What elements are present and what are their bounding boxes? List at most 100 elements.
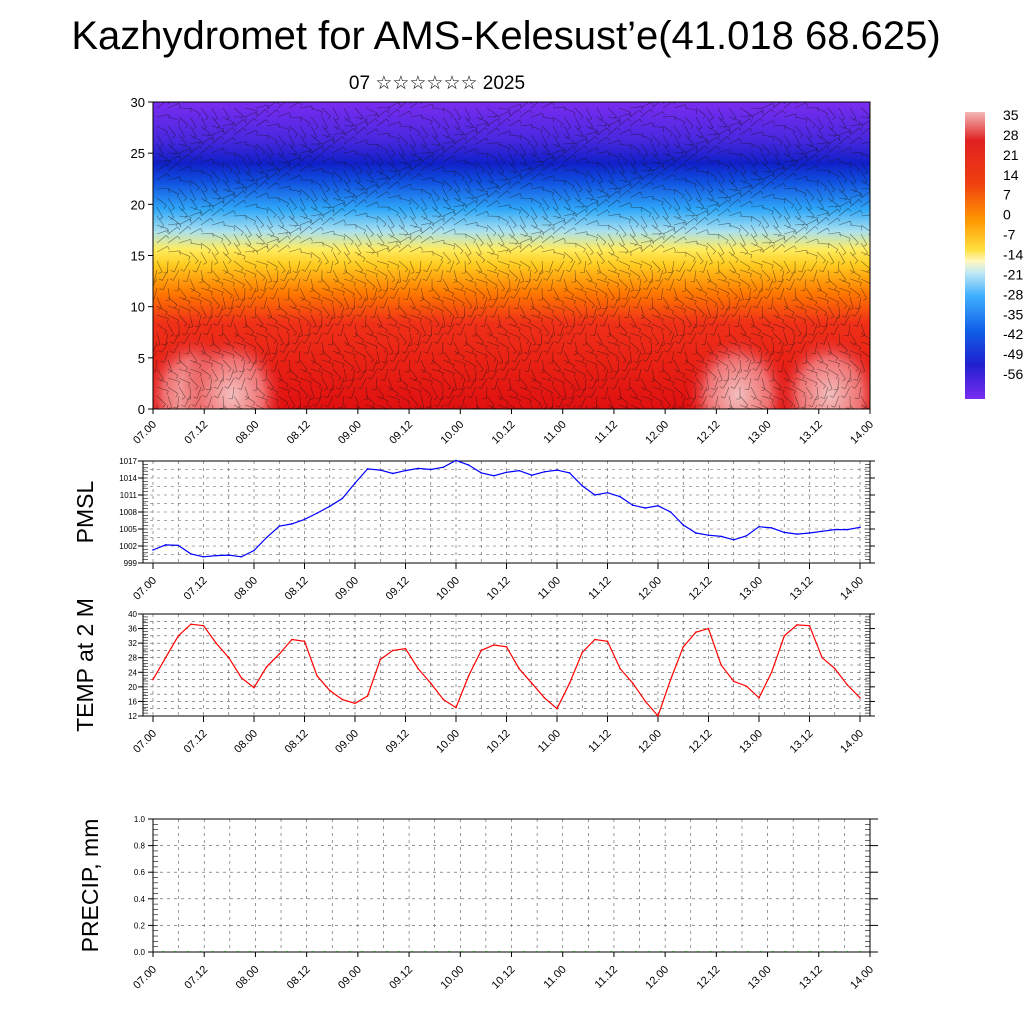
xtick-label: 12.00 bbox=[643, 964, 671, 992]
heatmap-xtick-label: 12.00 bbox=[643, 419, 671, 447]
xtick-label: 07.00 bbox=[131, 728, 159, 756]
xtick-label: 07.12 bbox=[182, 575, 210, 603]
temp-2m-point bbox=[354, 702, 356, 705]
colorbar-label: 35 bbox=[1003, 107, 1019, 123]
grid bbox=[143, 460, 870, 564]
colorbar-label: -49 bbox=[1003, 346, 1023, 362]
temp-2m-point bbox=[732, 680, 735, 683]
precip-bar bbox=[485, 951, 488, 952]
colorbar-label: -56 bbox=[1003, 366, 1023, 382]
temp-2m-point bbox=[265, 666, 268, 668]
hot-core-1 bbox=[180, 335, 284, 409]
ytick-label: 1002 bbox=[119, 542, 137, 551]
precip-bar bbox=[572, 951, 575, 952]
temp-2m-point bbox=[796, 624, 798, 626]
grid bbox=[152, 818, 871, 953]
temp-2m-point bbox=[783, 635, 786, 637]
temp-2m-point bbox=[669, 678, 672, 681]
temp-2m-point bbox=[493, 644, 495, 646]
temp-2m-point bbox=[770, 671, 773, 674]
chart-subtitle: 07 ☆☆☆☆☆☆ 2025 bbox=[348, 73, 526, 94]
precip-bar bbox=[199, 951, 202, 952]
temp-2m-point bbox=[505, 645, 508, 648]
temp-2m-point bbox=[227, 656, 230, 659]
xtick-label: 08.00 bbox=[232, 575, 260, 603]
heatmap-xtick-label: 13.12 bbox=[797, 419, 825, 447]
precip-bar bbox=[809, 951, 812, 952]
colorbar-label: -28 bbox=[1003, 286, 1023, 302]
xtick-label: 11.12 bbox=[586, 575, 613, 602]
temp-2m-point bbox=[821, 656, 823, 659]
xtick-label: 12.12 bbox=[687, 575, 715, 603]
heatmap-xtick-label: 10.12 bbox=[490, 419, 518, 447]
temp-2m-point bbox=[404, 647, 407, 650]
precip-bar bbox=[460, 951, 463, 952]
temp-2m-point bbox=[240, 676, 243, 679]
xtick-label: 08.12 bbox=[285, 964, 313, 992]
pmsl-point bbox=[770, 527, 773, 529]
precip-bar bbox=[236, 951, 239, 952]
xtick-label: 07.12 bbox=[182, 728, 210, 756]
precip-bar bbox=[522, 951, 525, 952]
precip-bar bbox=[311, 951, 314, 952]
xtick-label: 09.12 bbox=[387, 964, 415, 992]
temp-2m-point bbox=[568, 682, 571, 685]
pmsl-point bbox=[846, 528, 849, 531]
heatmap-xtick-label: 11.12 bbox=[593, 419, 620, 446]
xtick-label: 07.12 bbox=[182, 964, 210, 992]
pmsl-point bbox=[341, 497, 344, 500]
xtick-label: 09.00 bbox=[333, 728, 361, 756]
y-axis-label: PMSL bbox=[72, 480, 98, 543]
pmsl-point bbox=[265, 536, 268, 539]
xtick-label: 09.00 bbox=[336, 964, 364, 992]
xtick-label: 07.00 bbox=[131, 575, 159, 603]
temp-2m-point bbox=[745, 685, 748, 687]
xtick-label: 10.00 bbox=[434, 728, 462, 756]
xtick-label: 08.00 bbox=[234, 964, 262, 992]
temp-2m-point bbox=[530, 682, 533, 685]
xtick-label: 10.12 bbox=[485, 575, 513, 603]
temp-2m-point bbox=[328, 689, 331, 692]
temp-2m-point bbox=[152, 678, 154, 681]
precip-bar bbox=[249, 951, 252, 952]
precip-bar bbox=[348, 951, 351, 952]
temp-2m-point bbox=[215, 642, 217, 644]
xtick-label: 14.00 bbox=[848, 964, 876, 992]
precip-bar bbox=[373, 951, 376, 952]
heatmap-ytick-label: 0 bbox=[138, 402, 145, 417]
precip-bar bbox=[684, 951, 687, 952]
heatmap-xtick-label: 09.00 bbox=[336, 419, 364, 447]
y-axis-label: TEMP at 2 M bbox=[72, 598, 98, 732]
wind-barbs bbox=[153, 102, 870, 409]
xtick-label: 10.12 bbox=[485, 728, 513, 756]
temp-2m-point bbox=[720, 664, 722, 666]
precip-bar bbox=[622, 951, 625, 952]
temp-2m-point bbox=[164, 656, 167, 659]
precip-bar bbox=[560, 951, 563, 952]
pmsl-point bbox=[821, 530, 823, 533]
pmsl-point bbox=[796, 533, 798, 535]
temp-2m-point bbox=[846, 684, 849, 686]
precip-bar bbox=[435, 951, 438, 952]
colorbar-label: 28 bbox=[1003, 127, 1019, 143]
xtick-label: 11.12 bbox=[586, 728, 613, 755]
pmsl-point bbox=[568, 472, 571, 474]
precip-bar bbox=[771, 951, 774, 952]
colorbar-label: -42 bbox=[1003, 326, 1023, 342]
xtick-label: 12.12 bbox=[687, 728, 715, 756]
temp-2m-point bbox=[631, 682, 634, 685]
temp-2m-point bbox=[202, 624, 205, 627]
pmsl-panel: 999 1002 1005 1008 1011 1014 1017 07.00 07.12 08.… bbox=[72, 457, 875, 603]
heatmap-xtick-label: 11.00 bbox=[541, 419, 568, 446]
colorbar-label: 14 bbox=[1003, 167, 1019, 183]
temp-2m-point bbox=[594, 638, 596, 641]
pmsl-point bbox=[530, 474, 533, 476]
xtick-label: 09.00 bbox=[333, 575, 361, 603]
heatmap-xtick-label: 08.12 bbox=[285, 419, 313, 447]
precip-bar bbox=[759, 951, 762, 952]
precip-bar bbox=[386, 951, 389, 952]
pmsl-point bbox=[631, 504, 634, 507]
pmsl-point bbox=[354, 482, 356, 484]
precip-bar bbox=[709, 951, 712, 952]
pmsl-point bbox=[240, 555, 243, 558]
